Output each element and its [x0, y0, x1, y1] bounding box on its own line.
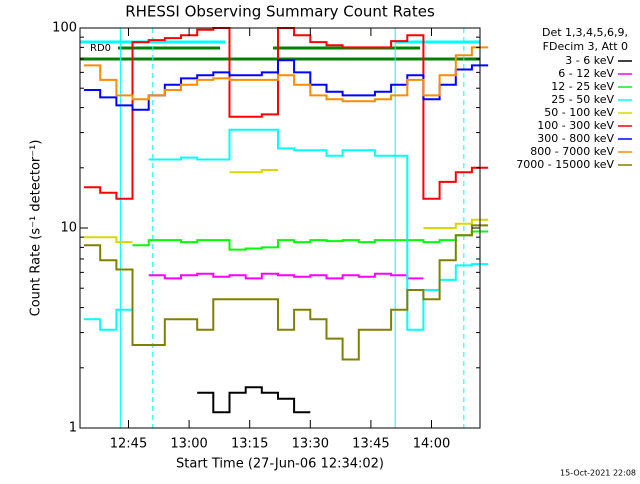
legend-label: 300 - 800 keV [537, 132, 614, 145]
x-tick-label: 13:30 [292, 437, 329, 452]
legend-label: 6 - 12 keV [558, 67, 614, 80]
annotation: RD0 [90, 43, 111, 54]
legend-label: 50 - 100 keV [544, 106, 614, 119]
series-line [84, 169, 489, 244]
legend-label: 7000 - 15000 keV [516, 158, 614, 171]
plot-area [84, 27, 489, 428]
x-tick-label: 14:00 [413, 437, 450, 452]
x-tick-label: 13:45 [352, 437, 389, 452]
x-tick-label: 13:00 [170, 437, 207, 452]
y-tick-label: 1 [69, 421, 77, 436]
series-line [197, 386, 311, 414]
series-line [148, 272, 424, 280]
x-axis-label: Start Time (27-Jun-06 12:34:02) [176, 457, 384, 472]
chart-title: RHESSI Observing Summary Count Rates [125, 3, 435, 21]
series-line [84, 224, 489, 361]
legend-label: 12 - 25 keV [551, 80, 614, 93]
legend-label: 800 - 7000 keV [530, 145, 614, 158]
legend-header: Det 1,3,4,5,6,9, [542, 26, 628, 39]
x-tick-label: 12:45 [110, 437, 147, 452]
legend-label: 25 - 50 keV [551, 93, 614, 106]
y-tick-label: 10 [60, 221, 77, 236]
y-axis-label: Count Rate (s⁻¹ detector⁻¹) [29, 140, 44, 317]
series-line [132, 230, 489, 251]
legend-label: 3 - 6 keV [565, 54, 614, 67]
y-tick-label: 100 [52, 21, 77, 36]
footer: 15-Oct-2021 22:08 [560, 469, 636, 478]
legend-header: FDecim 3, Att 0 [543, 40, 628, 53]
x-tick-label: 13:15 [231, 437, 268, 452]
legend-label: 100 - 300 keV [537, 119, 614, 132]
series-line [84, 46, 489, 103]
